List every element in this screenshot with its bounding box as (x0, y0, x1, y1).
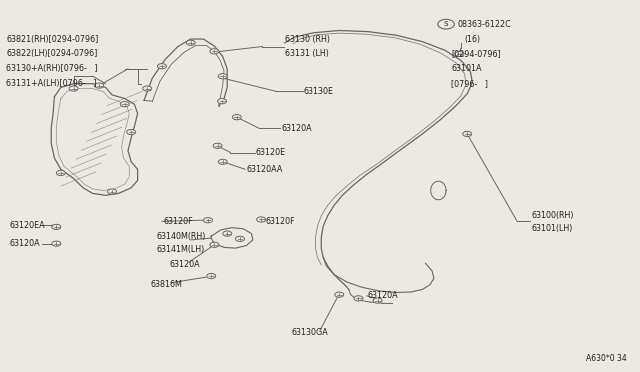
Circle shape (210, 49, 219, 54)
Text: 63822(LH)[0294-0796]: 63822(LH)[0294-0796] (6, 49, 98, 58)
Circle shape (157, 64, 166, 69)
Text: 63120E: 63120E (256, 148, 286, 157)
Text: 63130+A(RH)[0796-   ]: 63130+A(RH)[0796- ] (6, 64, 98, 73)
Circle shape (218, 159, 227, 164)
Circle shape (232, 115, 241, 120)
Text: (16): (16) (464, 35, 480, 44)
Circle shape (52, 224, 61, 230)
Circle shape (373, 298, 382, 303)
Circle shape (455, 51, 464, 57)
Circle shape (108, 189, 116, 194)
Circle shape (56, 170, 65, 176)
Text: 63141M(LH): 63141M(LH) (157, 245, 205, 254)
Circle shape (223, 231, 232, 236)
Circle shape (52, 241, 61, 246)
Text: 63101(LH): 63101(LH) (531, 224, 573, 233)
Circle shape (120, 102, 129, 107)
Text: 63120A: 63120A (10, 239, 40, 248)
Text: 63120F: 63120F (163, 217, 193, 226)
Circle shape (213, 143, 222, 148)
Text: 63816M: 63816M (150, 280, 182, 289)
Circle shape (186, 40, 195, 45)
Circle shape (143, 86, 152, 91)
Text: 63120F: 63120F (266, 217, 295, 226)
Text: 63130GA: 63130GA (291, 328, 328, 337)
Circle shape (127, 129, 136, 135)
Text: 63140M(RH): 63140M(RH) (157, 232, 206, 241)
Text: 63101A: 63101A (451, 64, 482, 73)
Text: 63120A: 63120A (368, 291, 399, 300)
Text: 63130 (RH): 63130 (RH) (285, 35, 330, 44)
Text: 08363-6122C: 08363-6122C (458, 20, 511, 29)
Circle shape (218, 74, 227, 79)
Text: 63131+A(LH)[0796-   ]: 63131+A(LH)[0796- ] (6, 79, 97, 88)
Text: 63120A: 63120A (170, 260, 200, 269)
Text: A630*0 34: A630*0 34 (586, 354, 627, 363)
Text: 63100(RH): 63100(RH) (531, 211, 573, 220)
Circle shape (207, 273, 216, 279)
Circle shape (335, 292, 344, 297)
Circle shape (354, 296, 363, 301)
Text: [0796-   ]: [0796- ] (451, 79, 488, 88)
Circle shape (95, 83, 104, 88)
Circle shape (463, 131, 472, 137)
Circle shape (218, 99, 227, 104)
Text: 63120AA: 63120AA (246, 165, 283, 174)
Circle shape (204, 218, 212, 223)
Circle shape (210, 242, 219, 247)
Text: [0294-0796]: [0294-0796] (451, 49, 501, 58)
Circle shape (69, 86, 78, 91)
Text: 63131 (LH): 63131 (LH) (285, 49, 329, 58)
Text: 63821(RH)[0294-0796]: 63821(RH)[0294-0796] (6, 35, 99, 44)
Text: 63120EA: 63120EA (10, 221, 45, 230)
Text: 63130E: 63130E (304, 87, 334, 96)
Circle shape (257, 217, 266, 222)
Circle shape (236, 236, 244, 241)
Text: S: S (444, 21, 448, 27)
Text: 63120A: 63120A (282, 124, 312, 133)
